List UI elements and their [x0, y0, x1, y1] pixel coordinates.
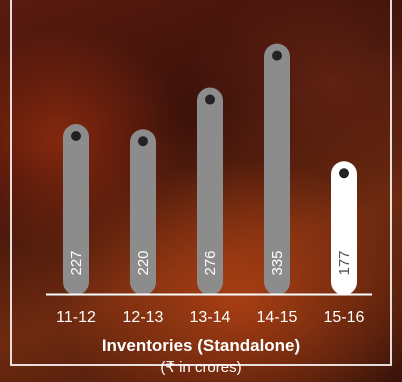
chart-subtitle: (₹ in crores): [160, 359, 242, 376]
bar-rect: [331, 161, 357, 295]
bar-value-label: 220: [135, 250, 152, 275]
x-tick-label: 14-15: [257, 309, 298, 326]
bar-dot-icon: [138, 136, 148, 147]
x-tick-label: 12-13: [123, 309, 164, 326]
chart-frame: [10, 0, 392, 366]
x-tick-label: 11-12: [56, 309, 96, 326]
bar-value-label: 335: [269, 250, 286, 275]
bar-value-label: 276: [202, 250, 219, 275]
bar-13-14: 276 13-14: [190, 87, 231, 326]
bar-value-label: 177: [336, 250, 353, 275]
bar-12-13: 220 12-13: [123, 129, 164, 326]
x-tick-label: 15-16: [324, 309, 365, 326]
bar-dot-icon: [339, 168, 349, 179]
bar-rect: [264, 43, 290, 295]
bar-14-15: 335 14-15: [257, 43, 298, 326]
bar-dot-icon: [71, 131, 81, 142]
bar-dot-icon: [272, 50, 282, 61]
bar-dot-icon: [205, 94, 215, 105]
bar-rect: [63, 124, 89, 295]
chart-title: Inventories (Standalone): [101, 336, 301, 355]
bar-15-16: 177 15-16: [324, 161, 365, 326]
x-tick-label: 13-14: [190, 309, 231, 326]
bar-value-label: 227: [68, 250, 85, 275]
bar-rect: [130, 129, 156, 295]
bar-11-12: 227 11-12: [56, 124, 96, 326]
bar-rect: [197, 87, 223, 296]
